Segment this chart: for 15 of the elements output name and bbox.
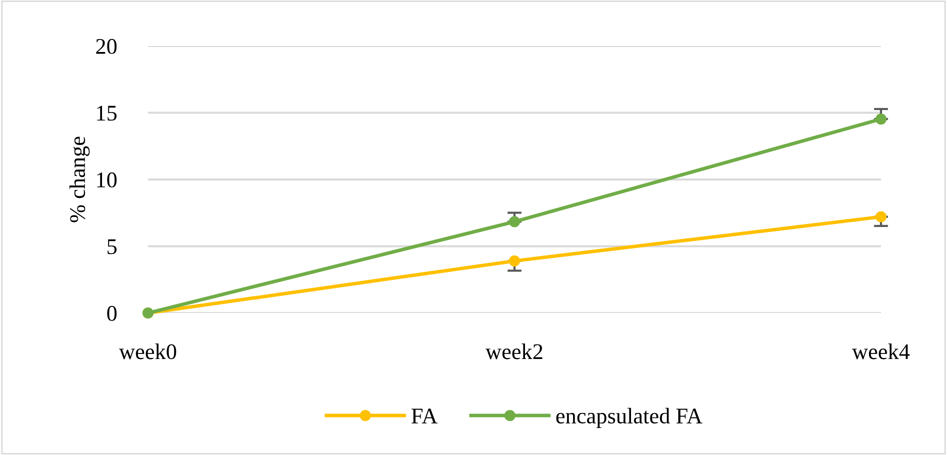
y-axis-title: % change [69,136,90,222]
point [508,255,520,266]
point [875,211,887,222]
legend-label: encapsulated FA [556,408,702,428]
legend-label: FA [412,408,438,424]
x-tick-label: week4 [852,344,910,360]
y-tick-label: 15 [97,106,117,121]
point [875,113,887,125]
x-tick-label: week0 [119,344,176,360]
y-tick-label: 10 [97,172,117,188]
x-tick-label: week2 [486,344,542,360]
y-tick-label: 0 [107,306,117,321]
y-tick-label: 5 [108,239,117,254]
y-tick-label: 20 [96,38,117,54]
point [508,216,520,228]
